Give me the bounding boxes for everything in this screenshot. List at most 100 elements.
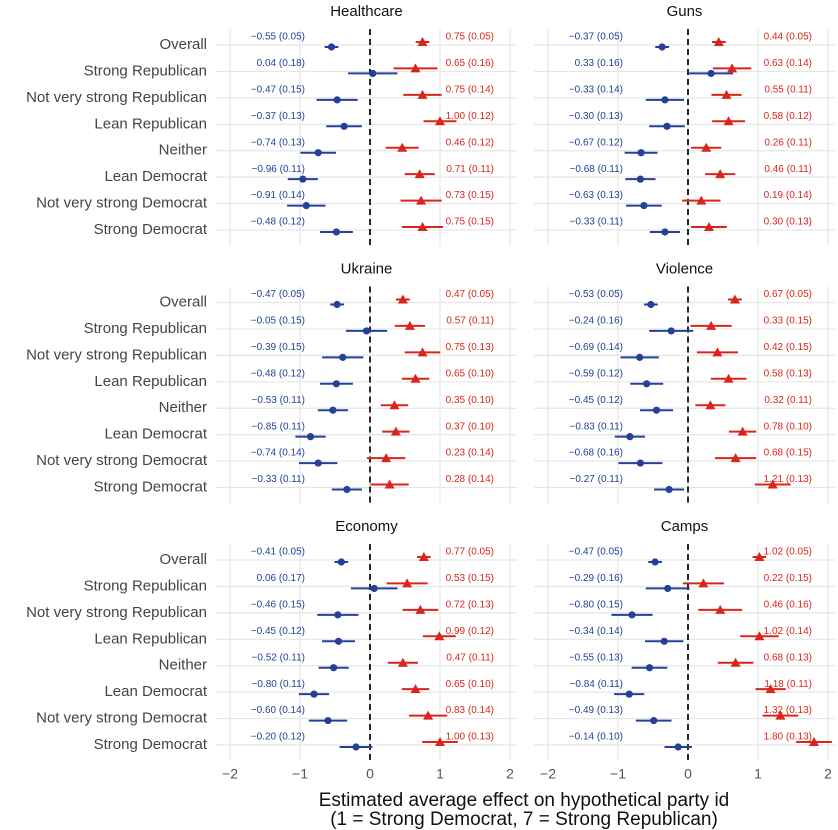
value-label: −0.52 (0.11)	[252, 652, 305, 663]
point	[721, 89, 732, 99]
value-label: 0.71 (0.11)	[446, 164, 494, 175]
point	[397, 657, 408, 667]
point	[643, 380, 651, 388]
value-label: 0.75 (0.05)	[446, 32, 494, 43]
value-label: 0.37 (0.10)	[446, 421, 494, 432]
x-tick-label: 0	[366, 766, 374, 782]
value-label: −0.30 (0.13)	[569, 111, 623, 122]
value-label: 0.44 (0.05)	[764, 32, 812, 43]
point	[660, 637, 668, 645]
point	[650, 716, 658, 725]
point	[310, 690, 318, 698]
value-label: 0.06 (0.17)	[257, 573, 305, 584]
point	[661, 228, 669, 236]
value-label: 0.33 (0.16)	[575, 58, 623, 69]
category-label: Lean Republican	[94, 373, 207, 390]
value-label: −0.59 (0.12)	[569, 368, 623, 379]
category-label: Neither	[159, 657, 207, 674]
category-label: Overall	[159, 36, 207, 53]
point	[696, 195, 707, 205]
point	[651, 558, 659, 566]
value-label: −0.63 (0.13)	[569, 190, 623, 201]
point	[754, 631, 765, 641]
value-label: −0.85 (0.11)	[252, 421, 305, 432]
category-label: Overall	[159, 293, 207, 310]
point	[343, 485, 351, 494]
value-label: 0.33 (0.15)	[764, 316, 812, 327]
value-label: 1.02 (0.14)	[764, 626, 812, 637]
point	[712, 347, 723, 357]
point	[626, 433, 634, 441]
point	[647, 300, 655, 309]
value-label: 1.00 (0.12)	[446, 111, 494, 122]
value-label: −0.41 (0.05)	[251, 547, 305, 558]
point	[332, 228, 340, 236]
x-axis-title: (1 = Strong Democrat, 7 = Strong Republi…	[330, 809, 718, 830]
point	[362, 327, 371, 335]
point	[435, 737, 445, 747]
value-label: −0.49 (0.13)	[569, 705, 623, 716]
category-label: Strong Democrat	[94, 478, 208, 495]
value-label: −0.29 (0.16)	[569, 573, 623, 584]
value-label: 0.77 (0.05)	[446, 547, 494, 558]
value-label: −0.80 (0.11)	[252, 679, 305, 690]
x-tick-label: −1	[610, 766, 626, 782]
value-label: 0.35 (0.10)	[446, 395, 494, 406]
value-label: −0.45 (0.12)	[569, 395, 623, 406]
point	[636, 175, 645, 183]
point	[636, 353, 644, 361]
value-label: 1.18 (0.11)	[764, 679, 812, 690]
point	[389, 400, 400, 410]
category-label: Strong Republican	[84, 320, 207, 337]
value-label: 0.83 (0.14)	[446, 705, 494, 716]
value-label: 0.67 (0.05)	[764, 289, 812, 300]
value-label: 0.65 (0.10)	[446, 368, 494, 379]
point	[397, 142, 408, 152]
point	[730, 453, 741, 463]
value-label: 0.26 (0.11)	[764, 137, 812, 148]
point	[723, 116, 734, 126]
value-label: 0.65 (0.16)	[446, 58, 494, 69]
point	[333, 96, 341, 104]
point	[314, 459, 322, 467]
point	[628, 611, 636, 619]
point	[434, 631, 445, 641]
point	[390, 426, 401, 436]
point	[334, 611, 342, 619]
category-label: Overall	[159, 551, 207, 568]
point	[705, 400, 716, 410]
point	[417, 347, 428, 357]
value-label: 0.72 (0.13)	[446, 600, 494, 611]
value-label: 0.58 (0.13)	[764, 368, 812, 379]
value-label: −0.33 (0.11)	[570, 217, 623, 228]
point	[663, 122, 671, 130]
point	[723, 373, 734, 383]
point	[306, 433, 315, 441]
category-label: Neither	[159, 142, 207, 159]
point	[775, 710, 786, 720]
value-label: 0.75 (0.15)	[446, 217, 494, 228]
point	[333, 300, 341, 309]
category-label: Strong Democrat	[94, 736, 208, 753]
value-label: −0.55 (0.13)	[569, 652, 623, 663]
value-label: −0.37 (0.05)	[569, 32, 623, 43]
category-label: Not very strong Democrat	[36, 710, 208, 727]
value-label: 0.30 (0.13)	[764, 217, 812, 228]
point	[417, 222, 428, 232]
point	[332, 380, 340, 388]
value-label: −0.53 (0.05)	[569, 289, 623, 300]
value-label: −0.74 (0.14)	[251, 448, 305, 459]
value-label: −0.91 (0.14)	[251, 190, 305, 201]
value-label: −0.27 (0.11)	[570, 474, 623, 485]
value-label: −0.74 (0.13)	[251, 137, 305, 148]
point	[809, 737, 819, 747]
value-label: −0.33 (0.14)	[569, 85, 623, 96]
x-axis-title: Estimated average effect on hypothetical…	[319, 790, 730, 811]
point	[337, 558, 345, 566]
category-label: Not very strong Republican	[26, 604, 207, 621]
value-label: 0.55 (0.11)	[764, 85, 812, 96]
value-label: −0.53 (0.11)	[252, 395, 305, 406]
value-label: 0.22 (0.15)	[764, 573, 812, 584]
panel-title: Guns	[667, 3, 703, 20]
point	[706, 320, 717, 330]
